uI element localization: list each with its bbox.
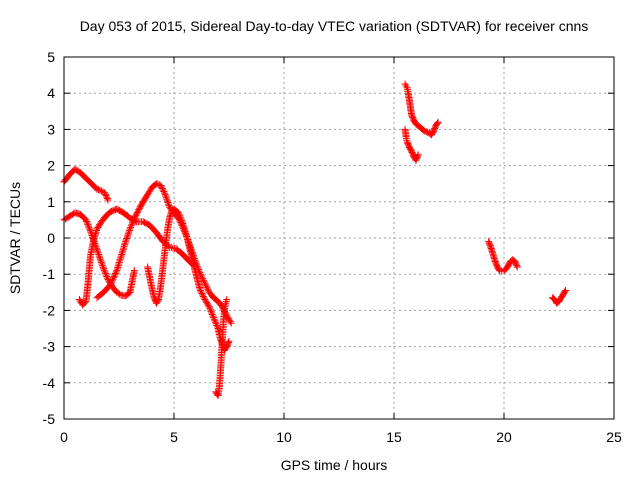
series-trace-h <box>401 125 422 164</box>
x-tick-labels: 0 5 10 15 20 25 <box>60 429 622 445</box>
y-tick-labels: -5 -4 -3 -2 -1 0 1 2 3 4 5 <box>43 49 56 427</box>
y-tick-label: 3 <box>47 121 55 137</box>
x-tick-label: 5 <box>170 429 178 445</box>
y-tick-label: 4 <box>47 85 55 101</box>
series-trace-f <box>212 296 231 399</box>
marker-plus <box>548 287 570 307</box>
chart-title: Day 053 of 2015, Sidereal Day-to-day VTE… <box>80 18 589 34</box>
marker-plus <box>401 125 422 164</box>
x-tick-label: 0 <box>60 429 68 445</box>
y-tick-label: 5 <box>47 49 55 65</box>
x-tick-label: 10 <box>276 429 292 445</box>
y-tick-label: -3 <box>43 339 56 355</box>
y-axis-label: SDTVAR / TECUs <box>7 182 23 294</box>
series-trace-i <box>485 238 521 275</box>
marker-plus <box>485 238 521 275</box>
x-tick-label: 25 <box>606 429 622 445</box>
grid <box>64 57 614 419</box>
x-tick-label: 15 <box>386 429 402 445</box>
marker-plus <box>212 296 231 399</box>
y-tick-label: 1 <box>47 194 55 210</box>
marker-plus <box>144 205 233 354</box>
series-trace-j <box>548 287 570 307</box>
plot-border <box>63 56 615 420</box>
series-trace-g <box>401 80 442 139</box>
series-trace-c <box>75 205 198 309</box>
y-tick-label: -2 <box>43 302 56 318</box>
y-tick-label: -4 <box>43 375 56 391</box>
x-tick-label: 20 <box>496 429 512 445</box>
series-trace-e <box>144 205 233 354</box>
marker-plus <box>401 80 442 139</box>
y-tick-label: 2 <box>47 158 55 174</box>
y-tick-label: -1 <box>43 266 56 282</box>
marker-plus <box>75 205 198 309</box>
data-points <box>60 80 570 399</box>
x-axis-label: GPS time / hours <box>281 457 388 473</box>
y-tick-label: 0 <box>47 230 55 246</box>
y-tick-label: -5 <box>43 411 56 427</box>
